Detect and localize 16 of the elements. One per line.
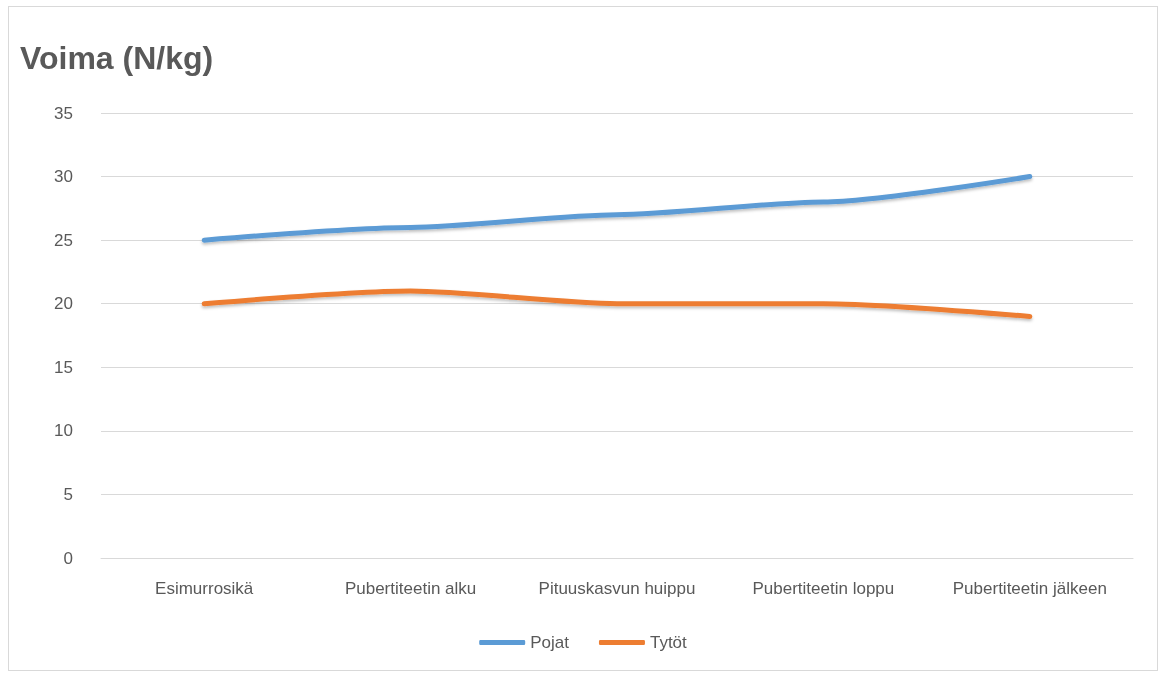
y-tick-label: 10: [54, 421, 73, 441]
x-tick-label: Pubertiteetin alku: [344, 579, 477, 598]
legend-label: Pojat: [530, 633, 570, 652]
legend-label: Tytöt: [649, 633, 688, 652]
x-tick-label: Pituuskasvun huippu: [538, 579, 696, 598]
y-tick-label: 15: [54, 357, 73, 377]
y-tick-label: 20: [54, 294, 73, 314]
y-tick-label: 30: [54, 167, 73, 187]
y-tick-label: 5: [63, 484, 73, 504]
x-tick-label: Esimurrosikä: [155, 579, 254, 598]
x-tick-label: Pubertiteetin loppu: [752, 579, 895, 598]
y-tick-label: 35: [54, 103, 73, 123]
y-tick-label: 0: [63, 548, 73, 568]
chart-title: Voima (N/kg): [20, 40, 214, 76]
y-tick-label: 25: [54, 230, 73, 250]
x-tick-label: Pubertiteetin jälkeen: [952, 579, 1107, 598]
